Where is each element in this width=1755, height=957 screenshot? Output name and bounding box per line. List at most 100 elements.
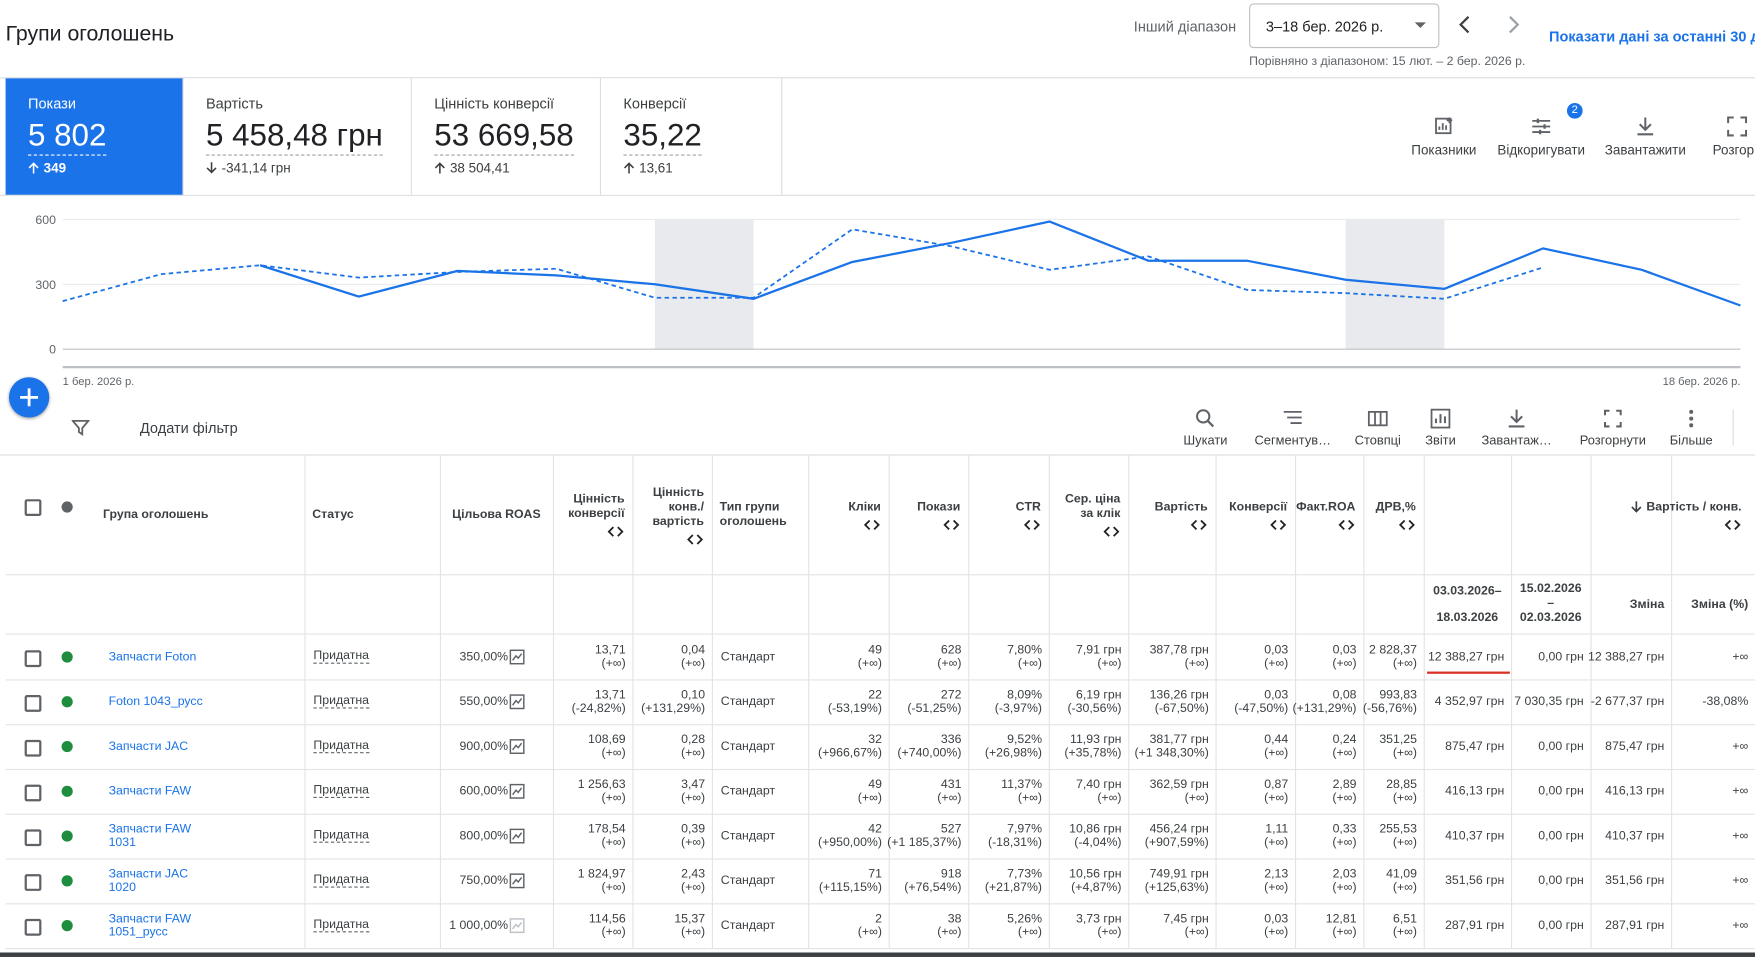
- checkbox[interactable]: [24, 650, 42, 668]
- tool-label[interactable]: Стовпці: [1354, 434, 1401, 448]
- tool-icon[interactable]: [1429, 407, 1451, 429]
- group-header[interactable]: Вартість / конв.: [1424, 456, 1742, 575]
- action-label[interactable]: Розгорн: [1712, 142, 1755, 158]
- roas-icon[interactable]: [509, 873, 525, 889]
- ad-group-link[interactable]: Запчасти FAW 1031: [108, 822, 192, 850]
- metric-card[interactable]: Конверсії 35,22 13,61: [601, 78, 783, 195]
- sort-icon[interactable]: [1023, 519, 1041, 530]
- status[interactable]: Придатна: [313, 783, 370, 799]
- status[interactable]: Придатна: [313, 649, 370, 664]
- sort-icon[interactable]: [686, 533, 704, 545]
- status[interactable]: Придатна: [313, 693, 370, 709]
- last-30-link[interactable]: Показати дані за останні 30 д: [1549, 27, 1755, 45]
- ad-group-link[interactable]: Foton 1043_русс: [108, 695, 203, 709]
- column-header[interactable]: ДРВ,%: [1371, 456, 1416, 575]
- column-header[interactable]: Факт.ROA: [1296, 456, 1356, 575]
- tool-label[interactable]: Завантаж…: [1481, 434, 1552, 448]
- ad-group-link[interactable]: Запчасти FAW: [108, 784, 192, 799]
- cost-per-conversion: 0,00 грн: [1538, 650, 1584, 664]
- cell-value: 2,43: [681, 867, 706, 881]
- tool-icon[interactable]: [1505, 407, 1527, 429]
- prev-button[interactable]: [1456, 15, 1474, 35]
- checkbox[interactable]: [24, 784, 42, 802]
- tool-icon[interactable]: [1602, 407, 1624, 429]
- roas-icon[interactable]: [509, 918, 525, 934]
- sort-icon[interactable]: [1269, 519, 1287, 530]
- roas-icon[interactable]: [509, 739, 525, 755]
- column-header[interactable]: Цінність конв./ вартість: [640, 456, 704, 575]
- action-label[interactable]: Завантажити: [1604, 142, 1686, 158]
- metric-label: Покази: [27, 95, 76, 112]
- tool-label[interactable]: Більше: [1669, 434, 1713, 448]
- column-header[interactable]: Група оголошень: [103, 456, 297, 575]
- sort-icon[interactable]: [942, 519, 960, 530]
- action-icon[interactable]: [1726, 115, 1748, 137]
- subcolumn-header[interactable]: Зміна: [1629, 597, 1665, 611]
- metric-card[interactable]: Вартість 5 458,48 грн -341,14 грн: [183, 78, 412, 195]
- column-header[interactable]: Тип групи оголошень: [720, 456, 801, 575]
- status[interactable]: Придатна: [313, 738, 370, 754]
- column-header[interactable]: Конверсії: [1223, 456, 1287, 575]
- column-header[interactable]: CTR: [976, 456, 1041, 575]
- tool-icon[interactable]: [1680, 407, 1702, 429]
- action-label[interactable]: Відкоригувати: [1497, 142, 1586, 158]
- action-icon[interactable]: [1433, 115, 1455, 137]
- add-button[interactable]: [8, 377, 50, 418]
- status[interactable]: Придатна: [313, 873, 370, 888]
- column-header[interactable]: Вартість: [1136, 456, 1208, 575]
- column-header[interactable]: Кліки: [816, 456, 881, 575]
- column-header[interactable]: Цінність конверсії: [561, 456, 625, 575]
- sort-icon[interactable]: [863, 519, 881, 530]
- filter-icon[interactable]: [71, 419, 90, 437]
- sort-icon[interactable]: [1724, 519, 1742, 530]
- roas-icon[interactable]: [509, 828, 525, 844]
- subcolumn-header[interactable]: 15.02.2026 – 02.03.2026: [1519, 582, 1582, 625]
- cell-value: 10,86 грн: [1069, 822, 1122, 837]
- tool-icon[interactable]: [1282, 407, 1304, 429]
- checkbox[interactable]: [24, 829, 42, 847]
- metric-card[interactable]: Покази 5 802 349: [5, 78, 184, 195]
- action-icon[interactable]: [1634, 115, 1656, 137]
- status[interactable]: Придатна: [313, 917, 370, 933]
- action-label[interactable]: Показники: [1411, 142, 1477, 158]
- roas-icon[interactable]: [509, 783, 525, 799]
- checkbox[interactable]: [24, 499, 42, 516]
- tool-label[interactable]: Розгорнути: [1579, 434, 1646, 448]
- sort-icon[interactable]: [607, 526, 625, 537]
- cell: 0,87 (+∞): [1220, 769, 1288, 814]
- checkbox[interactable]: [24, 739, 42, 757]
- ad-group-link[interactable]: Запчасти JAC 1020: [108, 867, 189, 895]
- ad-group-link[interactable]: Запчасти JAC: [108, 739, 189, 754]
- column-header[interactable]: Цільова ROAS: [448, 456, 545, 575]
- cell: 362,59 грн (+∞): [1133, 769, 1209, 814]
- ad-group-link[interactable]: Запчасти FAW 1051_русс: [108, 912, 192, 940]
- status-dot: [61, 696, 73, 708]
- column-header[interactable]: Статус: [312, 456, 432, 575]
- subcolumn-header[interactable]: 03.03.2026– 18.03.2026: [1433, 583, 1502, 624]
- sort-icon[interactable]: [1102, 526, 1120, 537]
- range-dropdown[interactable]: 3–18 бер. 2026 р.: [1249, 3, 1440, 49]
- checkbox[interactable]: [24, 918, 42, 936]
- sort-icon[interactable]: [1338, 519, 1356, 530]
- tool-icon[interactable]: [1194, 407, 1216, 429]
- sort-icon[interactable]: [1190, 519, 1208, 530]
- column-header[interactable]: Сер. ціна за клік: [1057, 456, 1120, 575]
- tool-icon[interactable]: [1367, 407, 1389, 429]
- cell: 0,03 (+∞): [1220, 635, 1288, 680]
- tool-label[interactable]: Сегментув…: [1254, 434, 1331, 448]
- tool-label[interactable]: Шукати: [1183, 434, 1228, 448]
- tool-label[interactable]: Звіти: [1425, 434, 1456, 448]
- ad-group-link[interactable]: Запчасти Foton: [108, 650, 197, 664]
- metric-card[interactable]: Цінність конверсії 53 669,58 38 504,41: [411, 78, 602, 195]
- next-button[interactable]: [1504, 15, 1522, 35]
- column-header[interactable]: Покази: [897, 456, 960, 575]
- sort-icon[interactable]: [1398, 519, 1416, 530]
- roas-icon[interactable]: [509, 649, 525, 665]
- roas-icon[interactable]: [509, 694, 525, 710]
- add-filter[interactable]: Додати фільтр: [139, 419, 238, 437]
- checkbox[interactable]: [24, 695, 42, 712]
- action-icon[interactable]: [1530, 115, 1552, 137]
- subcolumn-header[interactable]: Зміна (%): [1691, 597, 1749, 611]
- status[interactable]: Придатна: [313, 828, 370, 843]
- checkbox[interactable]: [24, 874, 42, 891]
